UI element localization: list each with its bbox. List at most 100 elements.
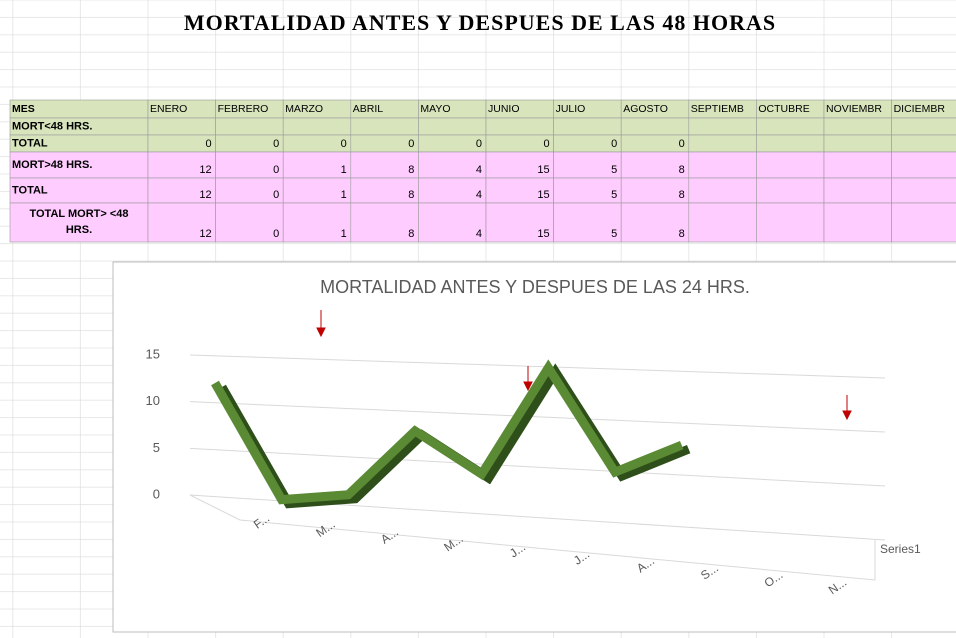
cell-value: 5 (611, 228, 617, 240)
cell (756, 177, 825, 204)
cell (823, 117, 892, 136)
cell (215, 202, 284, 243)
cell (756, 202, 825, 243)
cell-value: 1 (341, 164, 347, 176)
column-header: ENERO (150, 103, 187, 115)
cell (823, 151, 892, 179)
column-header: DICIEMBR (894, 103, 946, 115)
cell (620, 151, 690, 179)
column-header: MAYO (420, 103, 450, 115)
cell-value: 8 (679, 228, 685, 240)
row-header: MES (12, 103, 35, 115)
cell (553, 117, 622, 136)
cell (485, 151, 554, 179)
cell-value: 15 (537, 164, 549, 176)
cell (350, 117, 419, 136)
cell (9, 202, 149, 243)
y-tick-label: 10 (146, 393, 160, 408)
grid-line (189, 354, 886, 379)
cell (891, 177, 956, 204)
cell (282, 177, 352, 204)
cell-value: 12 (199, 228, 211, 240)
column-header: MARZO (285, 103, 323, 115)
cell (485, 117, 554, 136)
cell-value: 8 (679, 189, 685, 201)
cell-value: 0 (611, 138, 617, 150)
cell (756, 134, 825, 153)
cell-value: 5 (611, 189, 617, 201)
cell (215, 117, 284, 136)
cell-value: 8 (408, 228, 414, 240)
cell-value: 12 (199, 189, 211, 201)
cell (147, 151, 216, 179)
cell (891, 151, 956, 179)
column-header: ABRIL (353, 103, 384, 115)
cell (147, 117, 216, 136)
cell (756, 151, 825, 179)
column-header: OCTUBRE (758, 103, 809, 115)
cell (688, 117, 757, 136)
cell (891, 202, 956, 243)
cell-value: 8 (679, 164, 685, 176)
cell (9, 177, 149, 204)
cell-value: 0 (543, 138, 549, 150)
row-label: MORT>48 HRS. (12, 159, 92, 171)
cell-value: 0 (273, 164, 279, 176)
cell (756, 117, 825, 136)
row-label: TOTAL MORT> <48 HRS. (29, 208, 128, 236)
column-header: NOVIEMBR (826, 103, 882, 115)
cell (553, 202, 622, 243)
cell-value: 1 (341, 228, 347, 240)
cell (688, 151, 757, 179)
cell-value: 0 (476, 138, 482, 150)
cell (823, 177, 892, 204)
cell (823, 202, 892, 243)
cell (282, 117, 352, 136)
cell-value: 0 (408, 138, 414, 150)
cell-value: 8 (408, 189, 414, 201)
cell (282, 151, 352, 179)
cell-value: 0 (341, 138, 347, 150)
cell-value: 0 (273, 138, 279, 150)
cell (688, 134, 757, 153)
cell (418, 202, 487, 243)
chart-title: MORTALIDAD ANTES Y DESPUES DE LAS 24 HRS… (320, 277, 750, 297)
cell-value: 1 (341, 189, 347, 201)
cell (485, 202, 554, 243)
cell (688, 177, 757, 204)
cell (823, 134, 892, 153)
cell-value: 8 (408, 164, 414, 176)
cell (147, 202, 216, 243)
cell-value: 0 (679, 138, 685, 150)
cell (418, 151, 487, 179)
cell-value: 15 (537, 189, 549, 201)
cell-value: 15 (537, 228, 549, 240)
cell (620, 177, 690, 204)
y-tick-label: 15 (146, 346, 160, 361)
cell (891, 134, 956, 153)
cell-value: 12 (199, 164, 211, 176)
y-tick-label: 0 (153, 486, 160, 501)
cell (620, 117, 690, 136)
column-header: SEPTIEMB (691, 103, 744, 115)
cell-value: 4 (476, 189, 482, 201)
cell (418, 177, 487, 204)
column-header: JUNIO (488, 103, 520, 115)
row-label: MORT<48 HRS. (12, 120, 92, 132)
cell (553, 151, 622, 179)
y-tick-label: 5 (153, 440, 160, 455)
cell-value: 0 (273, 189, 279, 201)
column-header: JULIO (556, 103, 586, 115)
cell (282, 202, 352, 243)
cell (9, 151, 149, 179)
legend-label: Series1 (880, 542, 921, 556)
cell-value: 5 (611, 164, 617, 176)
cell (350, 202, 419, 243)
table: MES ENERO FEBRERO MARZO ABRIL MAYO JUNIO JULIO A… (9, 99, 956, 243)
row-label: TOTAL (12, 137, 48, 149)
floor (189, 494, 876, 581)
cell (688, 202, 757, 243)
grid-line (189, 401, 886, 433)
cell (215, 151, 284, 179)
